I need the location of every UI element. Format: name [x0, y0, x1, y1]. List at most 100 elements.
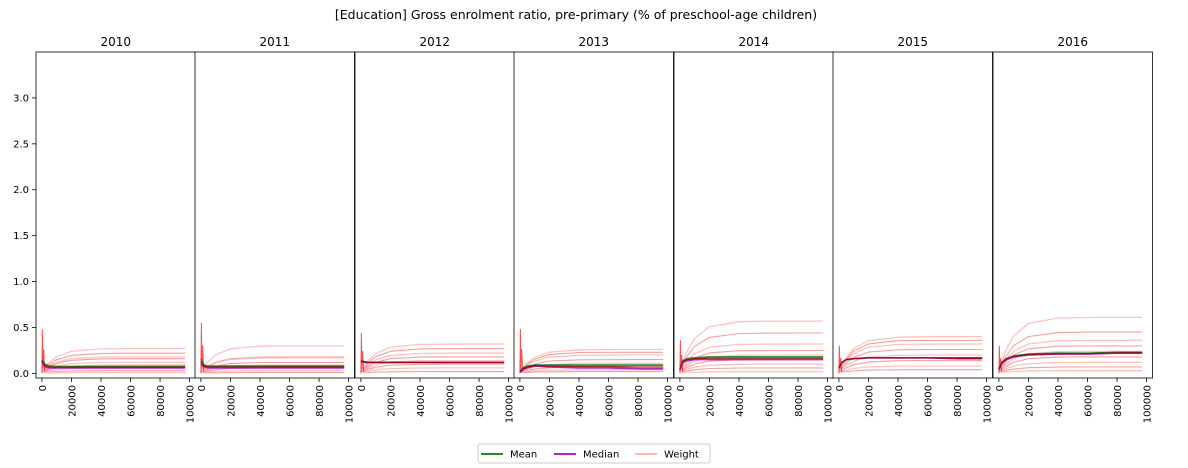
mean-line [41, 359, 186, 368]
x-tick-label: 0 [38, 385, 49, 391]
x-tick-label: 100000 [345, 385, 356, 423]
weight-line [679, 363, 824, 373]
weight-spike [360, 332, 365, 374]
x-tick-label: 0 [516, 385, 527, 391]
chart-legend: Mean Median Weight [477, 443, 711, 464]
median-line [519, 365, 664, 374]
panel-title: 2016 [1057, 35, 1088, 49]
panel-title: 2013 [578, 35, 609, 49]
x-tick-label: 80000 [156, 385, 167, 417]
x-tick-label: 60000 [127, 385, 138, 417]
x-tick-label: 0 [197, 385, 208, 391]
x-tick-label: 80000 [634, 385, 645, 417]
median-line [679, 358, 824, 371]
weight-line [360, 343, 505, 372]
panel-title: 2012 [419, 35, 450, 49]
weight-line [679, 367, 824, 373]
x-tick-label: 80000 [1113, 385, 1124, 417]
weight-line [679, 370, 824, 374]
weight-line [679, 343, 824, 372]
x-tick-label: 40000 [256, 385, 267, 417]
median-line [41, 361, 186, 369]
panel-frame [992, 51, 1153, 379]
x-tick-label: 0 [676, 385, 687, 391]
x-tick-label: 0 [995, 385, 1006, 391]
x-tick-label: 20000 [226, 385, 237, 417]
weight-line [838, 360, 983, 373]
weight-line [360, 367, 505, 373]
weight-line [838, 365, 983, 373]
weight-line [200, 371, 345, 374]
weight-line [360, 348, 505, 372]
weight-line [360, 371, 505, 373]
panel-2016: 2016 0 20000 40000 60000 80000 100000 [992, 35, 1154, 423]
panel-title: 2011 [259, 35, 290, 49]
panel-background [993, 52, 1153, 378]
x-tick-label: 100000 [664, 385, 675, 423]
weight-line [41, 361, 186, 373]
center-line [679, 357, 824, 370]
panel-2011: 2011 0 20000 40000 60000 80000 100000 [194, 35, 356, 423]
center-line [998, 352, 1143, 370]
x-tick-label: 60000 [605, 385, 616, 417]
y-tick-label: 2.5 [13, 139, 29, 150]
weight-line [838, 369, 983, 373]
x-tick-label: 20000 [386, 385, 397, 417]
x-tick-label: 20000 [545, 385, 556, 417]
weight-line [679, 349, 824, 372]
x-tick-label: 40000 [894, 385, 905, 417]
panel-background [674, 52, 834, 378]
x-tick-label: 0 [357, 385, 368, 391]
weight-spike [41, 329, 46, 374]
legend-label-weight: Weight [664, 450, 699, 461]
weight-line [360, 352, 505, 373]
median-line [200, 363, 345, 369]
weight-spike [519, 329, 524, 374]
center-line [360, 360, 505, 363]
x-tick-label: 40000 [575, 385, 586, 417]
weight-line [998, 361, 1143, 373]
mean-line [679, 356, 824, 370]
y-tick-label: 1.0 [13, 277, 29, 288]
weight-line [360, 363, 505, 373]
weight-line [998, 345, 1143, 372]
center-line [41, 360, 186, 368]
panel-2012: 2012 0 20000 40000 60000 80000 100000 [354, 35, 516, 423]
weight-line [41, 358, 186, 373]
x-tick-label: 100000 [824, 385, 835, 423]
panel-frame [194, 51, 355, 379]
x-tick-label: 80000 [315, 385, 326, 417]
panel-2014: 2014 0 20000 40000 60000 80000 100000 [673, 35, 835, 423]
x-tick-label: 40000 [1054, 385, 1065, 417]
x-tick-label: 60000 [1084, 385, 1095, 417]
weight-line [200, 361, 345, 373]
weight-line [838, 343, 983, 372]
x-tick-label: 100000 [983, 385, 994, 423]
y-tick-label: 3.0 [13, 93, 29, 104]
weight-line [519, 371, 664, 373]
mean-line [200, 358, 345, 367]
x-tick-label: 60000 [446, 385, 457, 417]
panel-background [833, 52, 993, 378]
weight-line [998, 316, 1143, 372]
x-tick-label: 20000 [705, 385, 716, 417]
x-tick-label: 40000 [97, 385, 108, 417]
panel-background [514, 52, 674, 378]
x-tick-label: 80000 [475, 385, 486, 417]
y-tick-label: 0.5 [13, 323, 29, 334]
x-tick-label: 80000 [794, 385, 805, 417]
panel-frame [832, 51, 993, 379]
chart-panels: 2010 0 20000 40000 60000 80000 100000 0.0 0.5 1.0… [13, 35, 1154, 423]
x-tick-label: 40000 [735, 385, 746, 417]
weight-spike [200, 322, 205, 374]
panel-title: 2010 [100, 35, 131, 49]
x-tick-label: 20000 [1024, 385, 1035, 417]
panel-title: 2014 [738, 35, 769, 49]
weight-line [838, 348, 983, 372]
x-tick-label: 60000 [924, 385, 935, 417]
panel-background [355, 52, 515, 378]
legend-label-median: Median [583, 450, 619, 461]
x-tick-label: 100000 [1143, 385, 1154, 423]
y-tick-label: 0.0 [13, 369, 29, 380]
weight-line [998, 356, 1143, 373]
